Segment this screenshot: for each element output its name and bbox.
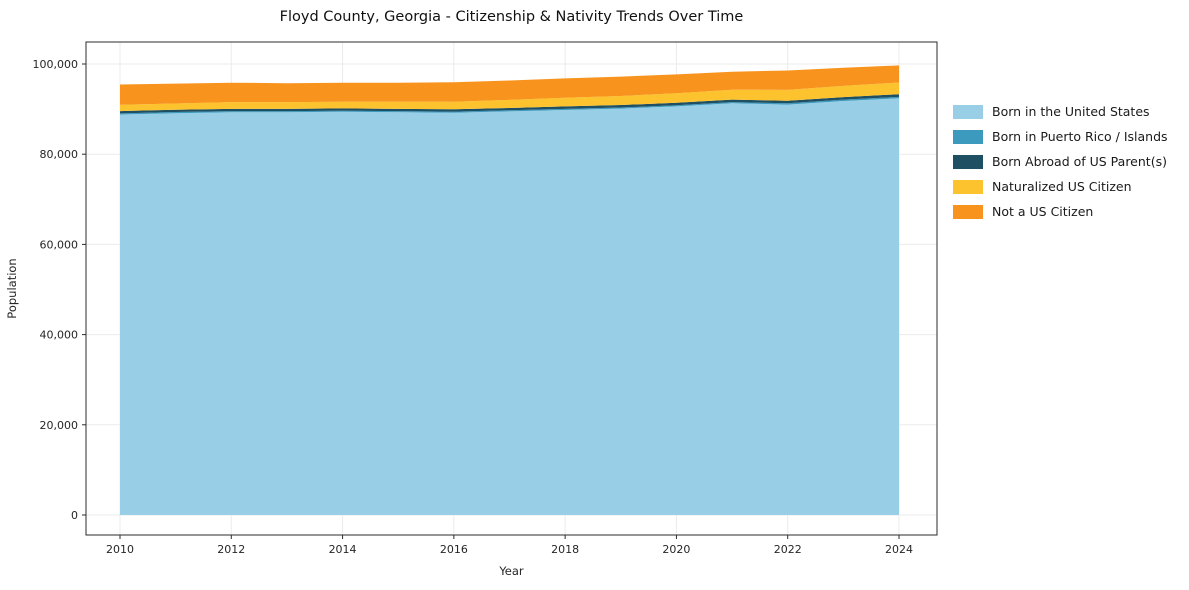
legend-label: Born in the United States (992, 104, 1150, 119)
y-tick-label: 60,000 (40, 238, 79, 251)
y-axis-label: Population (5, 258, 19, 318)
x-tick-label: 2016 (440, 543, 468, 556)
area-series-born-in-the-united-states (120, 98, 899, 516)
area-series-not-a-us-citizen (120, 65, 899, 105)
legend-item-born-in-puerto-rico-islands: Born in Puerto Rico / Islands (953, 129, 1168, 144)
legend-item-born-abroad-of-us-parent-s: Born Abroad of US Parent(s) (953, 154, 1168, 169)
y-tick-label: 100,000 (33, 58, 79, 71)
chart-title: Floyd County, Georgia - Citizenship & Na… (279, 9, 744, 25)
legend-swatch (953, 154, 983, 169)
legend-swatch (953, 179, 983, 194)
x-tick-label: 2014 (329, 543, 357, 556)
x-tick-label: 2018 (551, 543, 579, 556)
x-tick-label: 2022 (774, 543, 802, 556)
x-axis-label: Year (498, 564, 524, 578)
area-series-naturalized-us-citizen (120, 82, 899, 112)
legend-swatch (953, 129, 983, 144)
area-series-born-in-puerto-rico-islands (120, 96, 899, 115)
legend-label: Naturalized US Citizen (992, 179, 1132, 194)
legend-swatch (953, 104, 983, 119)
legend-label: Born in Puerto Rico / Islands (992, 129, 1168, 144)
plot-border (85, 41, 938, 536)
legend-label: Not a US Citizen (992, 204, 1094, 219)
y-tick-label: 20,000 (40, 419, 79, 432)
area-series-born-abroad-of-us-parent-s (120, 94, 899, 114)
x-tick-label: 2020 (662, 543, 690, 556)
legend-item-not-a-us-citizen: Not a US Citizen (953, 204, 1168, 219)
legend: Born in the United States Born in Puerto … (953, 104, 1168, 219)
x-tick-label: 2012 (217, 543, 245, 556)
legend-item-born-in-the-united-states: Born in the United States (953, 104, 1168, 119)
y-tick-label: 40,000 (40, 329, 79, 342)
y-tick-label: 80,000 (40, 148, 79, 161)
x-tick-label: 2024 (885, 543, 913, 556)
legend-item-naturalized-us-citizen: Naturalized US Citizen (953, 179, 1168, 194)
legend-label: Born Abroad of US Parent(s) (992, 154, 1167, 169)
y-tick-label: 0 (71, 509, 78, 522)
legend-swatch (953, 204, 983, 219)
x-tick-label: 2010 (106, 543, 134, 556)
